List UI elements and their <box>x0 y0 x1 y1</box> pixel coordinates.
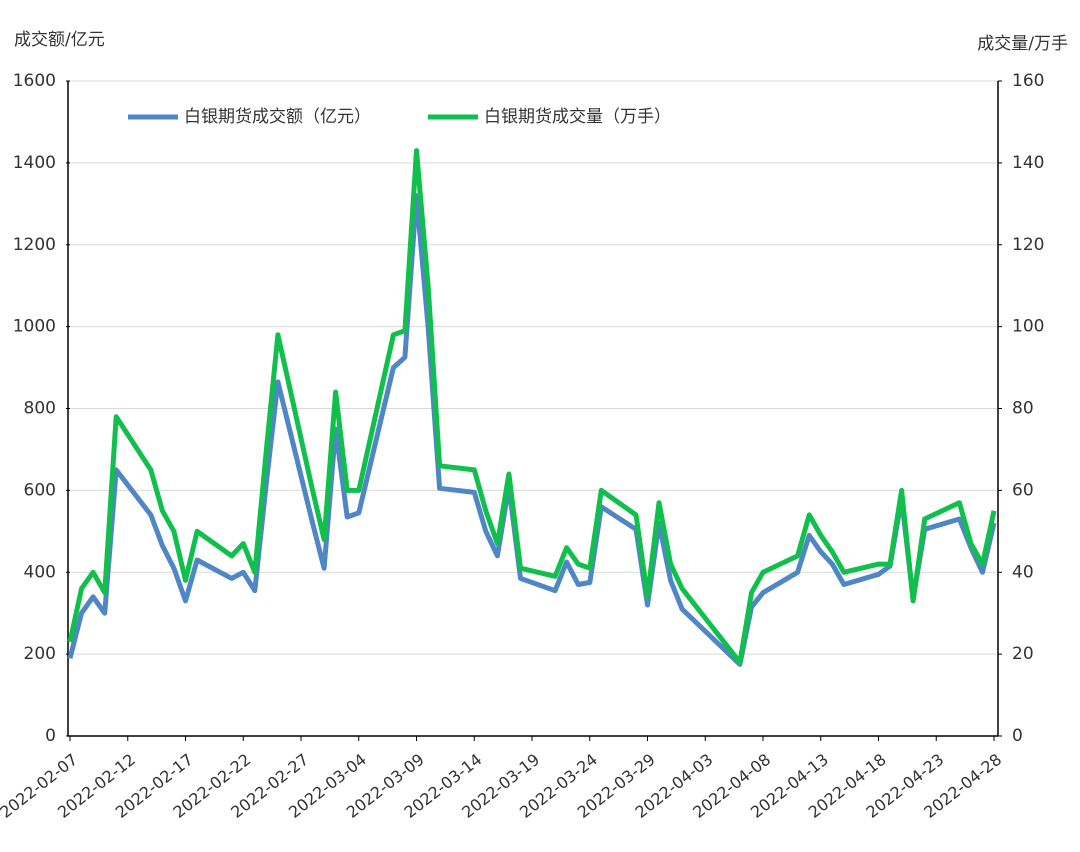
y-tick-label: 200 <box>24 644 56 664</box>
y2-tick-label: 40 <box>1012 562 1034 582</box>
y-tick-label: 800 <box>24 399 56 419</box>
y2-tick-label: 120 <box>1012 235 1044 255</box>
y-tick-label: 1200 <box>13 235 56 255</box>
y-tick-label: 1000 <box>13 317 56 337</box>
line-series <box>67 193 997 667</box>
legend-label: 白银期货成交量（万手） <box>484 107 671 127</box>
y-tick-label: 600 <box>24 480 56 500</box>
line-series <box>67 148 997 665</box>
y-axis-title: 成交额/亿元 <box>14 30 105 50</box>
y2-tick-label: 100 <box>1012 317 1044 337</box>
y2-tick-label: 20 <box>1012 644 1034 664</box>
y2-tick-label: 0 <box>1012 726 1023 746</box>
y-tick-label: 0 <box>45 726 56 746</box>
y2-tick-label: 60 <box>1012 480 1034 500</box>
y-tick-label: 1400 <box>13 153 56 173</box>
y2-tick-label: 160 <box>1012 71 1044 91</box>
y-tick-label: 1600 <box>13 71 56 91</box>
y2-axis-title: 成交量/万手 <box>977 34 1068 54</box>
y2-tick-label: 140 <box>1012 153 1044 173</box>
y2-tick-label: 80 <box>1012 399 1034 419</box>
y-tick-label: 400 <box>24 562 56 582</box>
legend-label: 白银期货成交额（亿元） <box>184 107 371 127</box>
